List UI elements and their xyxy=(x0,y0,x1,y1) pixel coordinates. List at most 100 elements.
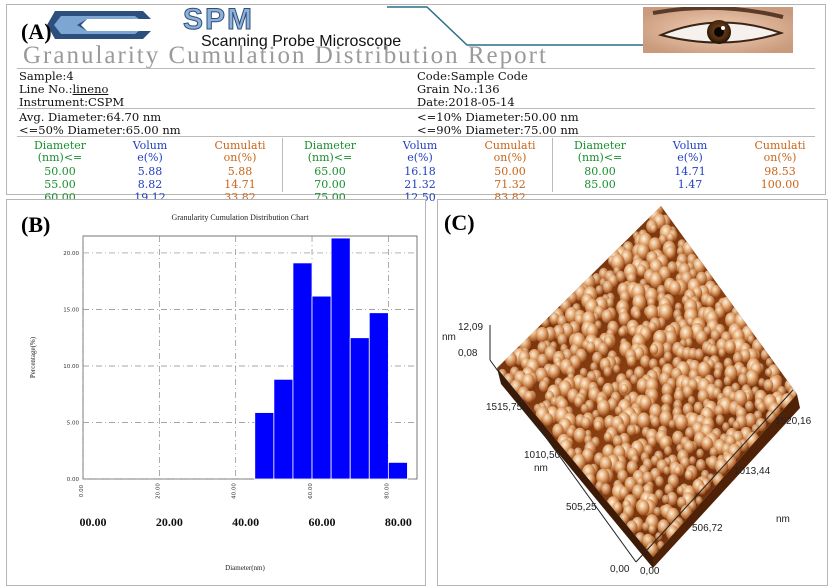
bar xyxy=(311,295,332,480)
grain xyxy=(697,361,711,378)
grain xyxy=(630,374,639,385)
grain xyxy=(603,431,612,443)
grain xyxy=(618,327,626,337)
z-min: 0,08 xyxy=(458,348,478,359)
grain xyxy=(599,456,612,472)
grain xyxy=(620,383,629,394)
x-tick: 0,00 xyxy=(640,566,660,577)
x-tick-label: 80.00 xyxy=(385,515,412,529)
grain xyxy=(645,304,659,321)
grain-info: Grain No.:136 xyxy=(417,82,500,96)
instrument-info: Instrument:CSPM xyxy=(19,95,125,109)
grain xyxy=(694,348,704,361)
logo-subtitle: Scanning Probe Microscope xyxy=(201,33,402,50)
diameter-header: (nm)<= xyxy=(37,151,83,164)
sample-info: Sample:4 xyxy=(19,69,74,83)
grain xyxy=(637,500,650,516)
x-tick-label: 00.00 xyxy=(80,515,107,529)
grain xyxy=(713,368,722,379)
diameter-cell: 80.00 xyxy=(584,165,616,178)
x-tick-label: 20.00 xyxy=(156,515,183,529)
eye-icon xyxy=(643,7,793,53)
column-divider xyxy=(552,138,553,192)
p10-diameter: <=10% Diameter:50.00 nm xyxy=(417,110,579,124)
grain xyxy=(695,496,703,506)
panel-b-label: (B) xyxy=(21,212,51,237)
diameter-header: (nm)<= xyxy=(577,151,623,164)
grain xyxy=(666,491,678,506)
volume-cell: 8.82 xyxy=(137,178,163,191)
p90-diameter: <=90% Diameter:75.00 nm xyxy=(417,123,579,137)
grain xyxy=(666,232,675,243)
decorative-line xyxy=(387,6,647,46)
y-tick: 505,25 xyxy=(566,502,597,513)
bar xyxy=(273,378,294,480)
grain xyxy=(705,295,715,308)
grain xyxy=(603,366,612,377)
grain xyxy=(619,486,630,499)
grain xyxy=(682,385,694,399)
grain xyxy=(688,456,697,465)
grain xyxy=(616,270,626,283)
diameter-cell: 70.00 xyxy=(314,178,346,191)
grain xyxy=(552,423,564,438)
diameter-header: Diameter xyxy=(303,139,357,152)
chart-title: Granularity Cumulation Distribution Char… xyxy=(171,213,309,222)
volume-header: e(%) xyxy=(137,151,163,164)
avg-diameter: Avg. Diameter:64.70 nm xyxy=(19,110,162,124)
grain xyxy=(626,354,637,367)
grain xyxy=(637,412,651,429)
grain xyxy=(649,343,659,355)
grain xyxy=(659,357,667,367)
grain xyxy=(676,496,687,509)
grain xyxy=(647,436,657,448)
afm-panel: nm 12,09 0,08 1515,75 1010,50 nm 505,25 … xyxy=(437,199,828,586)
cumulation-header: on(%) xyxy=(763,151,797,164)
bar xyxy=(254,412,275,480)
grain xyxy=(674,302,683,312)
grain xyxy=(747,335,755,344)
grain xyxy=(718,348,726,358)
grain xyxy=(732,352,743,365)
divider xyxy=(17,68,815,69)
divider xyxy=(17,108,815,109)
x-unit: nm xyxy=(776,514,790,525)
grain xyxy=(695,330,708,345)
grain xyxy=(612,435,623,448)
y-tick-label: 10.00 xyxy=(63,364,79,370)
grain xyxy=(566,427,576,439)
cumulation-cell: 50.00 xyxy=(494,165,526,178)
grain xyxy=(655,475,664,487)
grain xyxy=(668,280,681,296)
grain xyxy=(626,460,638,475)
diameter-header: (nm)<= xyxy=(307,151,353,164)
y-axis-label: Percentage(%) xyxy=(29,336,37,378)
cumulation-cell: 14.71 xyxy=(224,178,256,191)
surface-side xyxy=(653,394,800,568)
diameter-header: Diameter xyxy=(33,139,87,152)
y-tick-label: 20.00 xyxy=(63,251,79,257)
grain xyxy=(701,436,713,451)
x-tick-label-small: 60.00 xyxy=(308,483,314,499)
z-unit: nm xyxy=(442,332,456,343)
grain xyxy=(661,494,670,504)
grain xyxy=(642,522,650,532)
x-tick-label-small: 80.00 xyxy=(384,483,390,499)
grain xyxy=(764,367,772,377)
grain xyxy=(580,403,589,414)
divider xyxy=(17,136,815,137)
diameter-cell: 50.00 xyxy=(44,165,76,178)
y-tick-label: 15.00 xyxy=(63,307,79,313)
grain xyxy=(535,326,549,343)
grain xyxy=(610,253,625,272)
grain xyxy=(673,389,685,403)
grain xyxy=(636,243,650,260)
grain xyxy=(664,445,672,456)
grain xyxy=(633,309,641,320)
grain xyxy=(653,506,662,517)
grain xyxy=(662,393,673,407)
y-tick: 1010,50 xyxy=(524,450,561,461)
grain xyxy=(548,364,561,379)
grain xyxy=(640,355,651,368)
report-title: Granularity Cumulation Distribution Repo… xyxy=(23,42,548,69)
